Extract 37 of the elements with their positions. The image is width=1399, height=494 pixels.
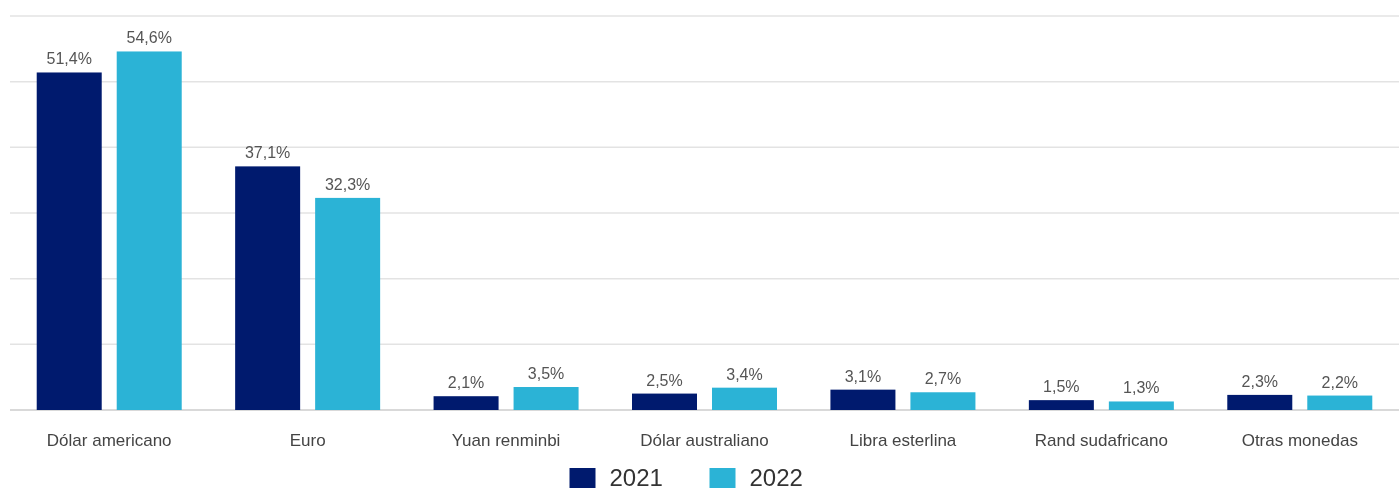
x-tick-label: Dólar australiano [640,431,769,450]
bar [116,51,182,410]
data-label: 32,3% [324,175,371,193]
data-label: 54,6% [126,29,172,47]
data-label: 3,5% [527,365,565,383]
x-tick-label: Euro [289,431,326,450]
bar [910,392,976,410]
bar [315,197,381,410]
data-label: 2,2% [1321,373,1359,391]
x-tick-label: Rand sudafricano [1034,431,1168,450]
data-label: 2,7% [924,370,962,388]
bar [1227,394,1293,410]
data-label: 2,3% [1241,372,1279,390]
bar [1307,395,1373,410]
x-tick-label: Dólar americano [46,431,172,450]
bar [712,387,777,410]
x-tick-label: Otras monedas [1241,431,1358,450]
data-label: 51,4% [46,50,92,68]
bar [36,72,102,410]
data-label: 2,5% [646,371,683,389]
bar [1108,401,1174,410]
data-label: 3,4% [726,365,763,383]
legend-label: 2022 [749,464,803,491]
bar [632,393,697,410]
bar [830,389,896,410]
data-label: 1,5% [1043,378,1080,396]
legend-label: 2021 [609,464,663,491]
data-label: 37,1% [244,144,291,162]
bar [235,166,301,410]
x-tick-label: Libra esterlina [849,431,957,450]
data-label: 1,3% [1123,379,1160,397]
bar [433,396,499,410]
bar [513,387,579,410]
data-label: 3,1% [844,367,882,385]
x-tick-label: Yuan renminbi [451,431,561,450]
bar [1028,400,1094,410]
data-label: 2,1% [447,374,485,392]
